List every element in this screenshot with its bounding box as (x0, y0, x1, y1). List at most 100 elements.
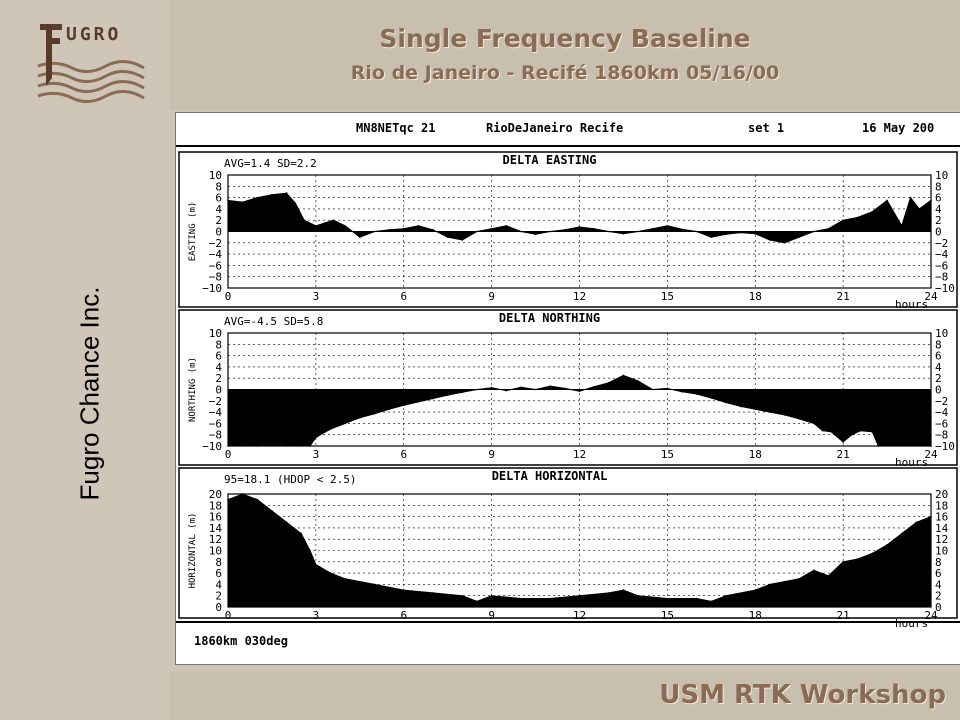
y-tick-label-left: −4 (209, 248, 223, 261)
data-point (373, 412, 376, 415)
data-point (578, 390, 581, 392)
panel-stats: 95=18.1 (HDOP < 2.5) (224, 473, 356, 486)
x-tick-label: 15 (661, 609, 674, 622)
data-point (842, 561, 844, 563)
data-point (476, 230, 478, 233)
data-point (637, 230, 639, 233)
y-tick-label-right: 10 (935, 327, 948, 340)
data-point (373, 583, 376, 586)
data-point (909, 196, 912, 199)
data-point (821, 429, 824, 432)
panel-border (178, 467, 958, 619)
data-point (783, 242, 786, 244)
data-point (490, 594, 493, 597)
y-tick-label-left: 8 (215, 556, 222, 569)
page-subtitle: Rio de Janeiro - Recifé 1860km 05/16/00 (350, 62, 780, 84)
x-tick-label: 6 (400, 448, 407, 461)
data-point (842, 219, 844, 221)
data-point (432, 592, 434, 594)
data-point (271, 193, 273, 196)
data-point (813, 569, 815, 572)
y-tick-label-left: −2 (209, 237, 222, 250)
y-tick-label-left: 16 (209, 511, 222, 524)
logo-wave-4 (37, 90, 145, 103)
y-tick-label-right: 2 (935, 214, 942, 227)
panel-stats: AVG=-4.5 SD=5.8 (224, 315, 323, 328)
x-tick-label: 6 (400, 609, 407, 622)
data-point (851, 433, 853, 436)
data-point (871, 210, 874, 213)
data-point (303, 219, 305, 221)
y-tick-label-left: −4 (209, 406, 223, 419)
data-point (622, 374, 625, 377)
data-point (241, 201, 244, 203)
y-tick-label-left: 2 (215, 372, 222, 385)
x-axis-label: hours (895, 298, 928, 311)
x-tick-label: 18 (749, 448, 762, 461)
panel-stats: AVG=1.4 SD=2.2 (224, 157, 317, 170)
chart-date: 16 May 200 (862, 121, 934, 135)
x-tick-label: 12 (573, 448, 586, 461)
data-point (871, 552, 874, 555)
data-point (300, 532, 303, 535)
data-point (256, 498, 259, 501)
data-point (549, 230, 552, 233)
data-point (769, 239, 771, 241)
data-point (754, 589, 757, 591)
y-tick-label-left: 2 (215, 590, 222, 603)
y-tick-label-right: −2 (935, 395, 948, 408)
data-point (622, 232, 625, 235)
fugro-logo: UGRO (37, 24, 145, 103)
data-point (651, 388, 654, 391)
data-point (578, 226, 581, 228)
y-tick-label-right: 6 (935, 350, 942, 363)
y-tick-label-right: 8 (935, 556, 942, 569)
x-tick-label: 12 (573, 609, 586, 622)
y-tick-label-right: 4 (935, 203, 942, 216)
data-point (769, 583, 771, 586)
data-point (520, 386, 522, 389)
data-point (593, 227, 595, 230)
data-point (607, 592, 610, 594)
x-tick-label: 21 (837, 290, 850, 303)
y-tick-label-right: 10 (935, 169, 948, 182)
data-point (534, 233, 537, 236)
plot-panel-2: 10 108 86 64 42 20 0−2 −2−4 −4−6 −6−8 −8−10 −100 3 6 9… (178, 309, 958, 469)
y-tick-label-right: 18 (935, 499, 948, 512)
data-point (329, 572, 332, 574)
y-tick-label-left: 8 (215, 338, 222, 351)
chart-svg: 10 108 86 64 42 20 0−2 −2−4 −4−6 −6−8 −8−10 −100 3 6 9… (176, 113, 960, 664)
y-tick-label-right: −4 (935, 406, 949, 419)
y-tick-label-right: 8 (935, 338, 942, 351)
y-tick-label-right: 10 (935, 545, 948, 558)
y-tick-label-right: 2 (935, 372, 942, 385)
data-point (446, 236, 449, 238)
data-point (710, 600, 713, 603)
x-tick-label: 24 (924, 609, 938, 622)
data-point (886, 199, 888, 202)
x-tick-label: 24 (924, 448, 938, 461)
plot-area (227, 174, 932, 289)
data-point (798, 577, 800, 580)
x-tick-label: 3 (313, 448, 320, 461)
data-point (739, 405, 742, 408)
y-tick-label-left: 6 (215, 350, 222, 363)
data-point (918, 208, 921, 210)
x-tick-label: 0 (225, 609, 232, 622)
logo-wave-3 (37, 80, 145, 93)
y-tick-label-right: 16 (935, 511, 948, 524)
plot-panel-1: 10 108 86 64 42 20 0−2 −2−4 −4−6 −6−8 −8−10 −100 3 6 9… (178, 151, 958, 311)
panel-title: DELTA NORTHING (499, 311, 600, 325)
y-tick-label-left: 18 (209, 499, 222, 512)
page-title: Single Frequency Baseline (379, 24, 751, 53)
data-point (725, 401, 727, 404)
logo-wave-1 (37, 60, 145, 73)
data-point (798, 418, 800, 420)
data-point (710, 397, 713, 399)
y-tick-label-right: −6 (935, 259, 948, 272)
y-tick-label-left: 14 (209, 522, 223, 535)
data-point (388, 229, 390, 231)
title-band (170, 0, 960, 110)
x-tick-label: 18 (749, 609, 762, 622)
